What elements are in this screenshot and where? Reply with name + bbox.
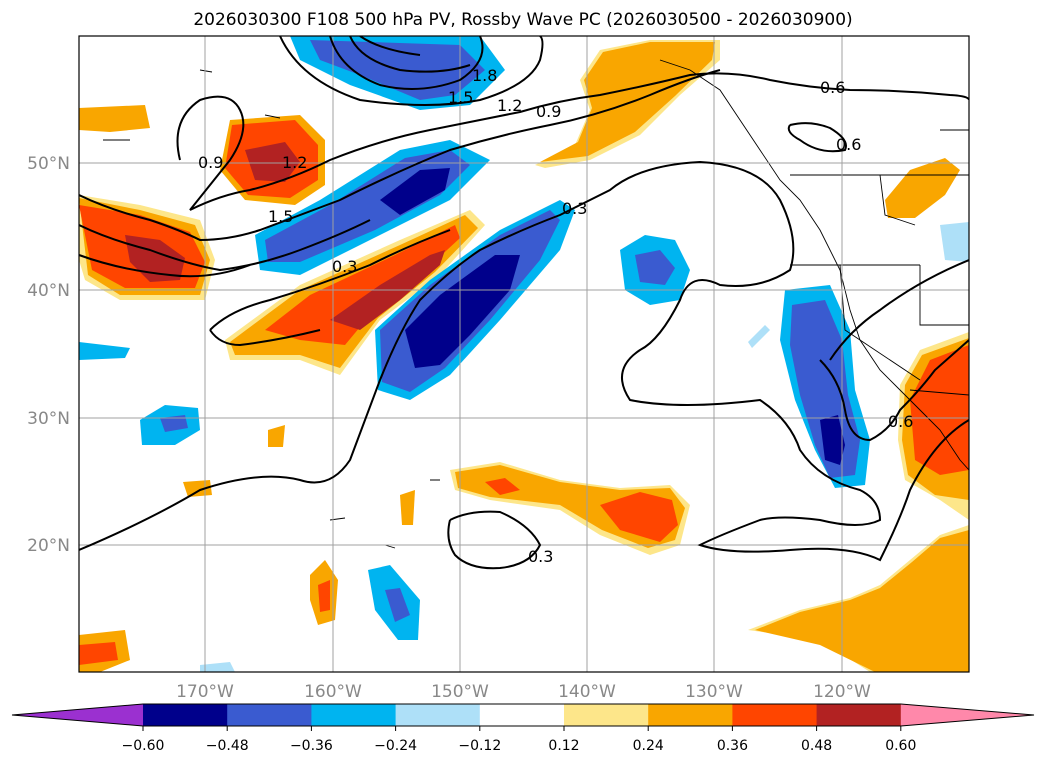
colorbar-tick-label: −0.36 [290,738,333,754]
colorbar-swatch [564,704,649,726]
colorbar-swatch [311,704,397,726]
contour-label: 0.3 [528,547,553,566]
coastlines [103,59,969,549]
colorbar-swatch [143,704,228,726]
lon-label: 150°W [431,682,489,702]
contour-label: 0.9 [536,102,561,121]
contour-label: 0.6 [836,135,861,154]
latitude-labels: 50°N 40°N 30°N 20°N [27,154,70,556]
colorbar-swatch [732,704,818,726]
pv-contours [79,36,969,570]
lon-label: 170°W [176,682,234,702]
contour-label: 0.9 [198,153,223,172]
lat-label: 20°N [27,536,70,556]
colorbar-extend-low [12,704,143,726]
figure-title: 2026030300 F108 500 hPa PV, Rossby Wave … [193,10,852,30]
colorbar-tick-label: −0.24 [374,738,417,754]
contour-label: 0.6 [888,412,913,431]
contour-label: 0.3 [332,257,357,276]
colorbar-tick-label: 0.12 [548,738,579,754]
contour-label: 1.5 [268,207,293,226]
colorbar-tick-label: 0.24 [633,738,664,754]
lat-label: 30°N [27,409,70,429]
colorbar-tick-label: −0.60 [122,738,165,754]
colorbar-swatch [227,704,312,726]
lat-label: 50°N [27,154,70,174]
colorbar-tick-label: 0.60 [885,738,916,754]
colorbar: −0.60 −0.48 −0.36 −0.24 −0.12 0.12 0.24 0.36 0.4… [11,703,1035,754]
contour-labels: 1.8 1.5 1.2 0.9 0.6 0.9 1.2 1.5 0.3 0.3 … [198,66,913,566]
colorbar-extend-high [900,704,1034,726]
contour-label: 0.3 [562,199,587,218]
colorbar-tick-label: 0.36 [717,738,748,754]
gridlines [79,36,969,672]
colorbar-swatch [395,704,481,726]
contour-label: 1.5 [448,88,473,107]
lon-label: 120°W [813,682,871,702]
contour-label: 1.2 [497,96,522,115]
lon-label: 140°W [558,682,616,702]
map-frame [78,35,970,673]
colorbar-tick-label: 0.48 [801,738,832,754]
colorbar-tick-label: −0.12 [458,738,501,754]
contour-label: 1.2 [282,153,307,172]
lon-label: 160°W [304,682,362,702]
colorbar-swatch [479,704,565,726]
contour-label: 1.8 [472,66,497,85]
map-panel: 1.8 1.5 1.2 0.9 0.6 0.9 1.2 1.5 0.3 0.3 … [79,36,969,672]
colorbar-tick-label: −0.48 [206,738,249,754]
contour-label: 0.6 [820,78,845,97]
colorbar-swatch [648,704,733,726]
lat-label: 40°N [27,281,70,301]
colorbar-swatch [816,704,902,726]
lon-label: 130°W [685,682,743,702]
longitude-labels: 170°W 160°W 150°W 140°W 130°W 120°W [176,682,871,702]
